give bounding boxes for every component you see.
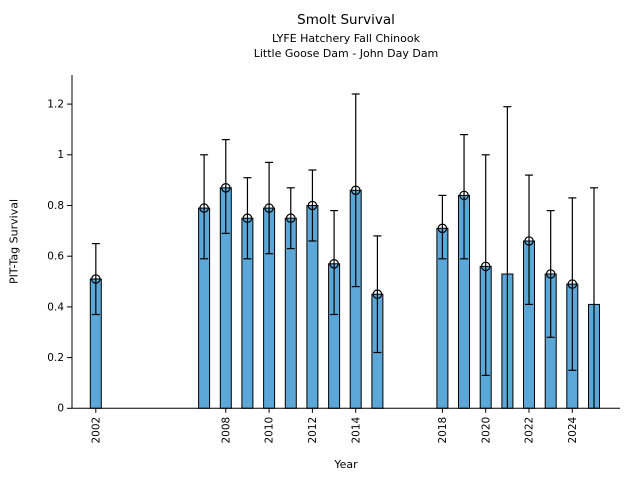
- errorbar-2023: [546, 210, 555, 338]
- x-tick-label: 2018: [437, 417, 449, 444]
- marker-2009: [242, 213, 253, 223]
- marker-2011: [285, 213, 296, 223]
- x-tick-label: 2014: [350, 416, 362, 443]
- x-tick-label: 2012: [307, 417, 319, 444]
- errorbar-2002: [91, 243, 100, 316]
- y-tick-label: 0.2: [47, 352, 64, 364]
- x-tick-label: 2020: [480, 417, 492, 444]
- x-tick-label: 2024: [567, 416, 579, 443]
- y-axis-label: PIT-Tag Survival: [7, 199, 21, 285]
- marker-2018: [437, 223, 448, 234]
- errorbar-2019: [460, 134, 469, 260]
- marker-2015: [372, 289, 383, 299]
- x-tick-label: 2008: [220, 417, 232, 444]
- errorbar-2024: [568, 197, 577, 371]
- errorbar-2008: [221, 139, 230, 234]
- errorbar-2021: [503, 106, 512, 409]
- y-tick-label: 0.4: [47, 301, 64, 313]
- x-tick-label: 2002: [90, 417, 102, 444]
- marker-2020: [480, 261, 491, 272]
- marker-2022: [524, 236, 534, 246]
- errorbar-2025: [590, 187, 599, 409]
- y-tick-label: 0.8: [47, 200, 64, 212]
- y-axis-ticks: 0 0.2 0.4 0.6 0.8 1 1.2: [47, 99, 72, 415]
- errorbar-2022: [525, 174, 534, 305]
- errorbar-2013: [330, 210, 339, 316]
- marker-2010: [264, 203, 274, 213]
- errorbar-2011: [286, 187, 295, 250]
- errorbar-2020: [481, 154, 490, 376]
- marker-2008: [220, 183, 231, 193]
- axes-spines: [71, 75, 620, 409]
- marker-2014: [350, 185, 361, 196]
- errorbars-group: [91, 93, 599, 409]
- x-tick-label: 2022: [524, 417, 536, 444]
- marker-2012: [307, 200, 318, 211]
- bars-group: [89, 187, 600, 409]
- marker-2002: [91, 274, 101, 284]
- errorbar-2009: [243, 177, 252, 260]
- marker-2019: [459, 190, 469, 201]
- errorbar-2010: [265, 161, 274, 255]
- x-axis-ticks: 2002 2008 2010 2012 2014 2018 2020 2022 2024: [90, 408, 579, 444]
- y-tick-label: 0: [57, 403, 64, 415]
- chart-subtitle-line1: LYFE Hatchery Fall Chinook: [272, 32, 420, 45]
- y-tick-label: 1.2: [47, 99, 64, 111]
- errorbar-2015: [373, 235, 382, 354]
- errorbar-2007: [200, 154, 209, 260]
- chart-title: Smolt Survival: [297, 12, 395, 28]
- marker-2023: [545, 269, 556, 279]
- chart-subtitle-line2: Little Goose Dam - John Day Dam: [253, 46, 439, 60]
- x-axis-label: Year: [334, 458, 358, 471]
- marker-2013: [329, 258, 339, 269]
- marker-2007: [199, 203, 209, 213]
- marker-2024: [567, 279, 578, 289]
- y-tick-label: 0.6: [47, 251, 64, 263]
- errorbar-2014: [351, 93, 360, 288]
- x-tick-label: 2010: [264, 417, 276, 444]
- markers-group: [91, 183, 578, 299]
- errorbar-2012: [308, 169, 317, 242]
- errorbar-2018: [438, 194, 447, 260]
- y-tick-label: 1: [57, 149, 64, 161]
